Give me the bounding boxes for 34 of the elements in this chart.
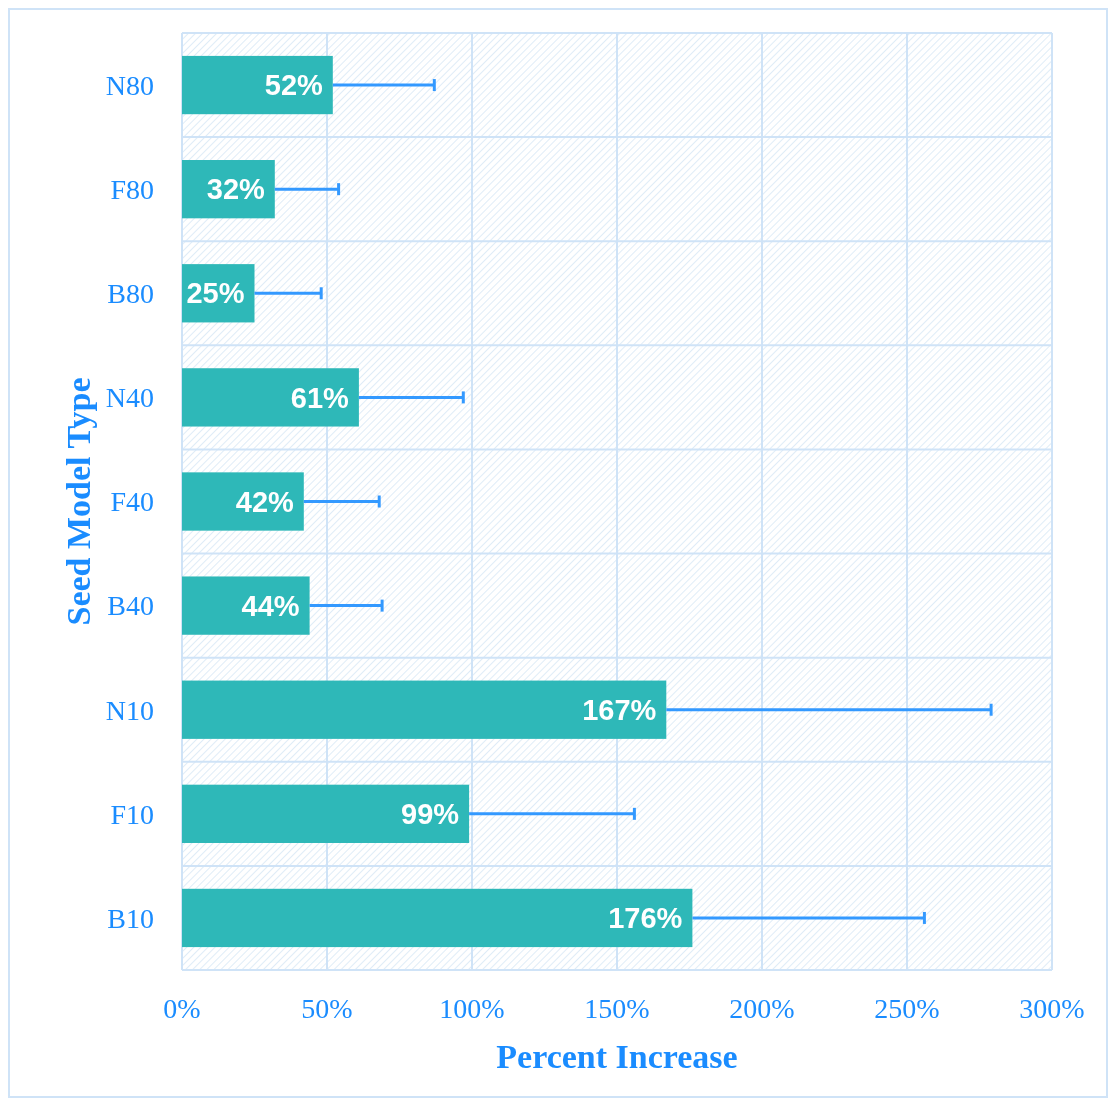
data-label: 25% <box>186 277 245 310</box>
bar <box>182 368 359 427</box>
x-tick-label: 150% <box>584 993 650 1024</box>
x-tick-label: 100% <box>439 993 505 1024</box>
data-label: 42% <box>235 485 295 518</box>
y-tick-label: N80 <box>105 69 154 101</box>
y-tick-label: F40 <box>110 486 154 518</box>
bar <box>182 576 310 635</box>
y-tick-label: F10 <box>110 798 154 830</box>
y-tick-label: F80 <box>110 173 154 205</box>
y-tick-label: N10 <box>105 694 154 726</box>
x-tick-label: 300% <box>1019 993 1085 1024</box>
data-label: 52% <box>264 69 324 102</box>
data-label: 167% <box>582 693 657 726</box>
y-tick-label: B40 <box>107 590 154 622</box>
bar <box>182 472 304 531</box>
x-tick-label: 50% <box>301 993 353 1024</box>
bar <box>182 888 693 948</box>
y-tick-label: B80 <box>107 278 154 310</box>
data-label: 61% <box>290 381 350 414</box>
bar <box>182 55 333 115</box>
data-label: 44% <box>241 589 300 622</box>
data-label: 176% <box>608 902 683 935</box>
x-tick-label: 0% <box>163 993 201 1024</box>
y-tick-label: N40 <box>105 382 154 414</box>
x-tick-label: 250% <box>874 993 940 1024</box>
y-axis-title: Seed Model Type <box>60 377 97 626</box>
x-tick-label: 200% <box>729 993 795 1024</box>
bar <box>182 784 470 843</box>
data-label: 99% <box>401 797 460 830</box>
bar <box>182 680 667 739</box>
y-tick-label: B10 <box>107 902 154 934</box>
data-label: 32% <box>206 173 266 206</box>
x-axis-title: Percent Increase <box>496 1038 738 1075</box>
